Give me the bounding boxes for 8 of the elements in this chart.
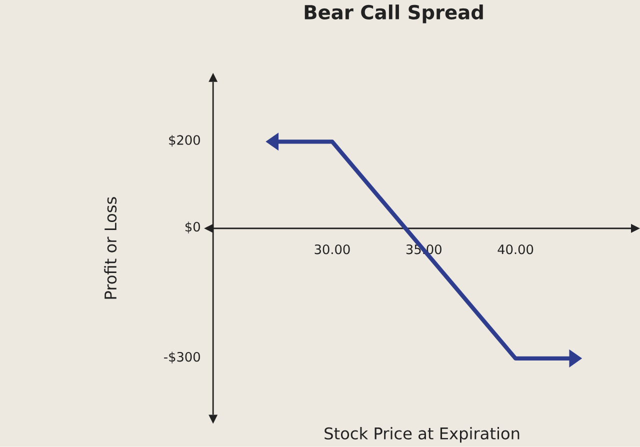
chart-title: Bear Call Spread	[304, 4, 483, 24]
y-axis-title: Profit or Loss	[104, 197, 117, 299]
x-tick-label: 40.00	[498, 244, 534, 254]
y-tick-label: $200	[169, 134, 200, 147]
y-tick-label: -$300	[164, 352, 200, 364]
x-axis-title: Stock Price at Expiration	[324, 427, 520, 443]
x-tick-label: 30.00	[314, 244, 350, 254]
y-tick-label: $0	[186, 222, 200, 234]
